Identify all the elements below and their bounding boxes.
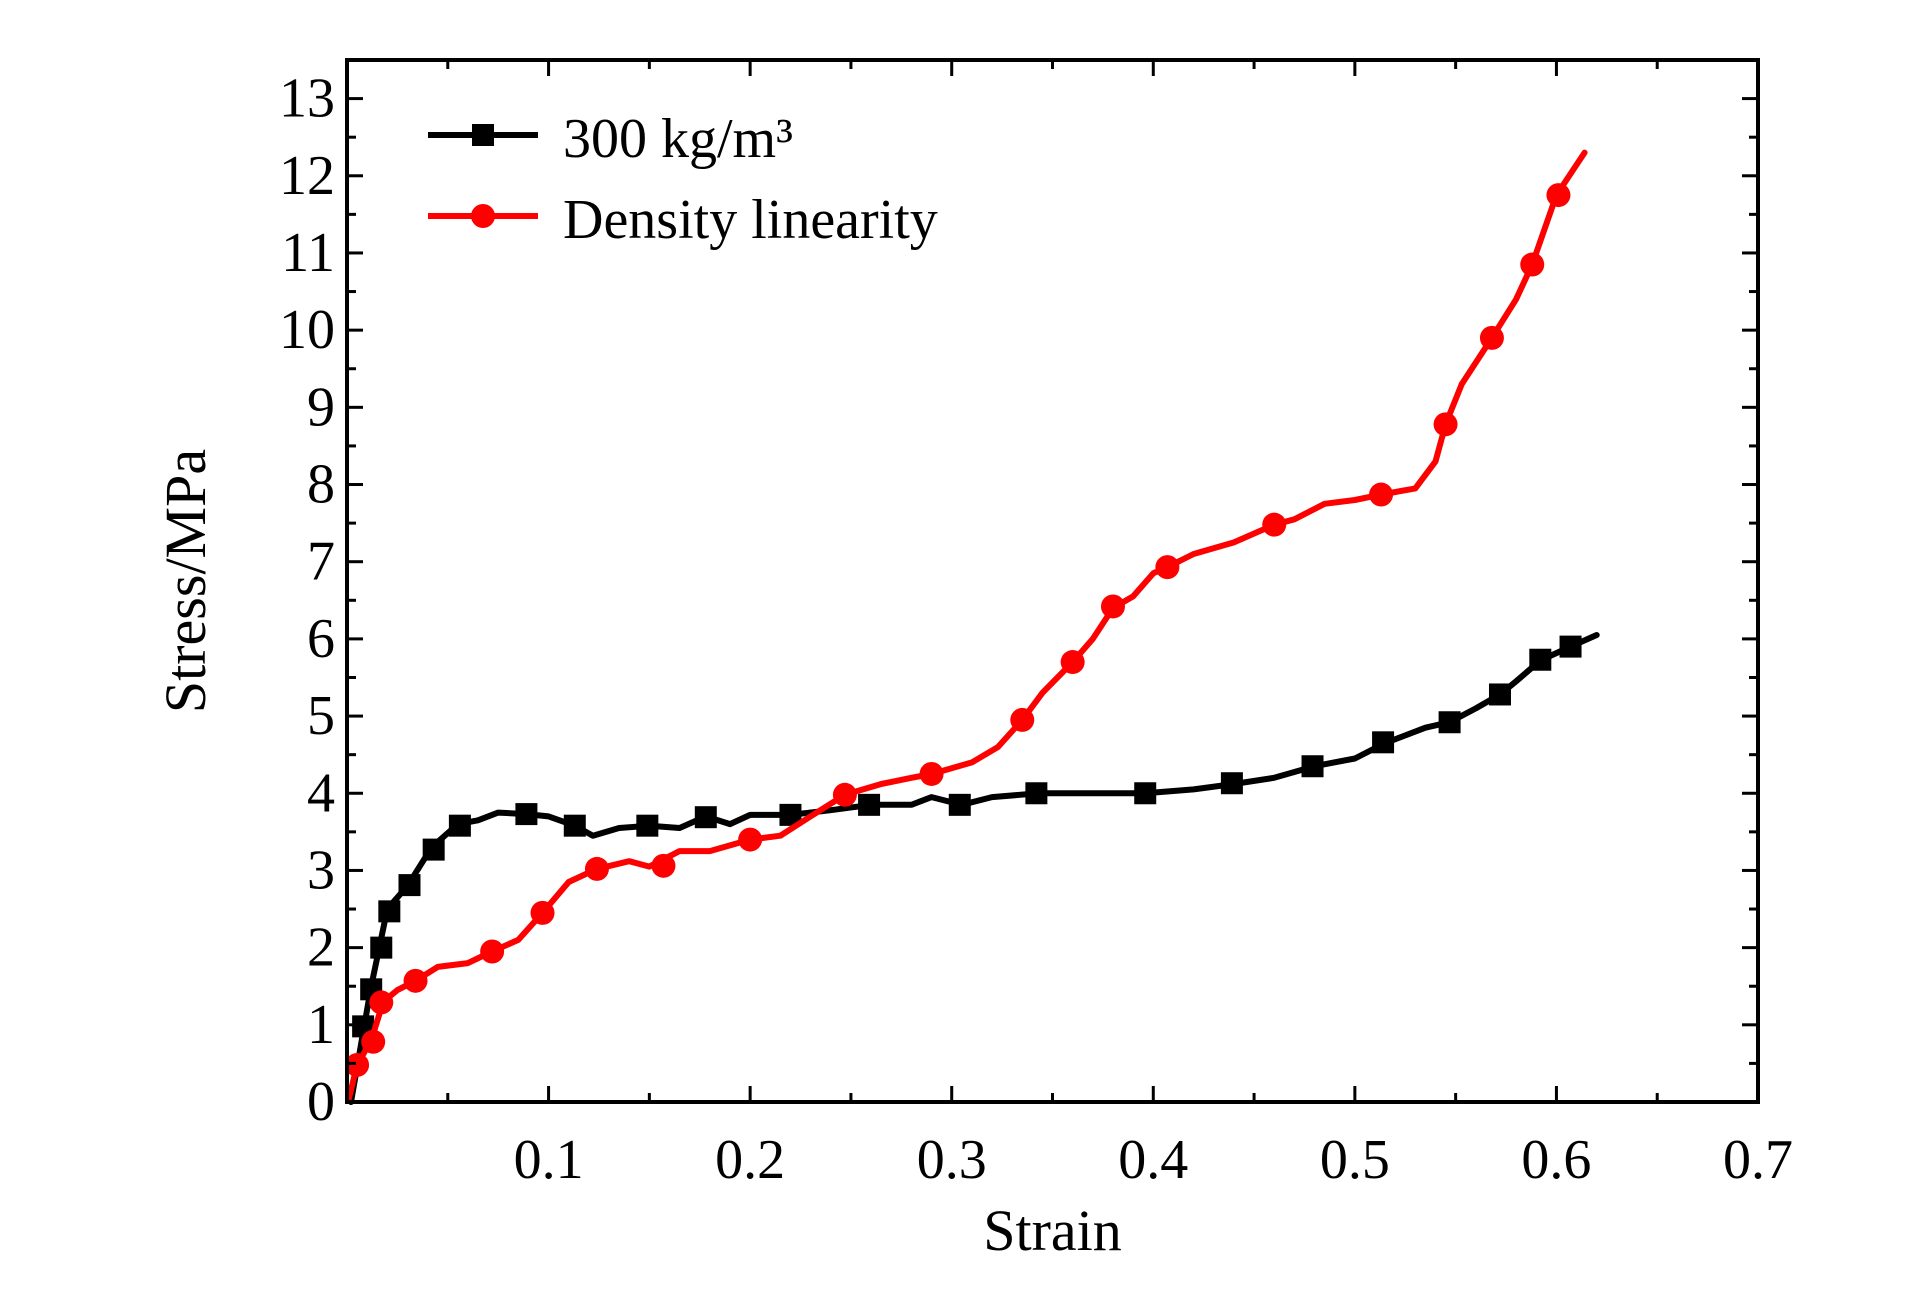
data-point-circle [530,900,555,925]
data-point-square [636,814,659,837]
data-point-square [1025,782,1048,805]
y-tick-label: 4 [307,762,335,824]
data-point-circle [738,827,763,852]
x-tick-label: 0.2 [715,1129,785,1191]
data-point-square [1134,782,1157,805]
data-point-circle [361,1029,386,1054]
y-tick-label: 10 [279,299,335,361]
data-point-square [1559,635,1582,658]
x-tick-label: 0.5 [1320,1129,1390,1191]
y-tick-label: 12 [279,145,335,207]
data-point-circle [832,782,857,807]
y-tick-label: 2 [307,917,335,979]
series-black [348,632,1600,1105]
x-tick-label: 0.1 [514,1129,584,1191]
legend-marker-square [472,124,494,146]
data-point-square [1438,711,1461,734]
data-point-circle [1262,512,1287,537]
data-point-square [694,806,717,829]
data-point-circle [345,1052,370,1077]
data-point-square [1372,731,1395,754]
x-tick-label: 0.6 [1521,1129,1591,1191]
data-point-square [948,793,971,816]
data-point-square [515,803,538,826]
y-tick-label: 13 [279,68,335,130]
y-tick-label: 3 [307,839,335,901]
series-line [348,632,1600,1105]
data-point-square [378,900,401,923]
y-tick-label: 0 [307,1071,335,1133]
data-point-square [370,936,393,959]
y-axis-title: Stress/MPa [153,449,218,713]
data-point-circle [919,761,944,786]
x-tick-label: 0.7 [1723,1129,1793,1191]
data-point-square [1220,772,1243,795]
data-point-circle [1369,482,1394,507]
data-point-square [858,793,881,816]
x-axis-title: Strain [983,1198,1122,1263]
data-point-square [1488,683,1511,706]
data-point-circle [1546,183,1571,208]
data-point-circle [1010,707,1035,732]
y-tick-label: 7 [307,531,335,593]
data-point-circle [1520,252,1545,277]
y-tick-label: 1 [307,994,335,1056]
data-point-circle [369,990,394,1015]
data-point-square [1529,648,1552,671]
data-point-square [1301,755,1324,778]
y-tick-label: 11 [281,222,335,284]
data-point-square [779,803,802,826]
legend-item-density-linearity: Density linearity [428,189,938,251]
series-line [346,149,1588,1102]
data-point-square [563,814,586,837]
data-point-circle [403,968,428,993]
legend-item-300: 300 kg/m³ [428,108,793,170]
data-point-circle [1100,594,1125,619]
data-point-circle [1155,555,1180,580]
data-point-circle [584,856,609,881]
legend-label-300: 300 kg/m³ [563,108,793,170]
y-tick-label: 9 [307,376,335,438]
y-tick-label: 8 [307,454,335,516]
data-point-square [398,874,421,897]
y-tick-label: 5 [307,685,335,747]
x-tick-label: 0.3 [917,1129,987,1191]
x-axis-ticks: 0.1 0.2 0.3 0.4 0.5 0.6 0.7 [446,60,1793,1191]
data-point-circle [1479,325,1504,350]
y-tick-label: 6 [307,608,335,670]
legend-marker-circle [471,204,495,228]
plot-content [345,149,1600,1105]
data-point-square [422,838,445,861]
x-tick-label: 0.4 [1118,1129,1188,1191]
data-point-circle [1060,650,1085,675]
data-point-circle [480,939,505,964]
data-point-square [448,814,471,837]
data-point-circle [651,853,676,878]
series-red [345,149,1588,1102]
legend-label-density-linearity: Density linearity [563,189,938,251]
data-point-circle [1433,412,1458,437]
legend: 300 kg/m³ Density linearity [428,108,938,251]
